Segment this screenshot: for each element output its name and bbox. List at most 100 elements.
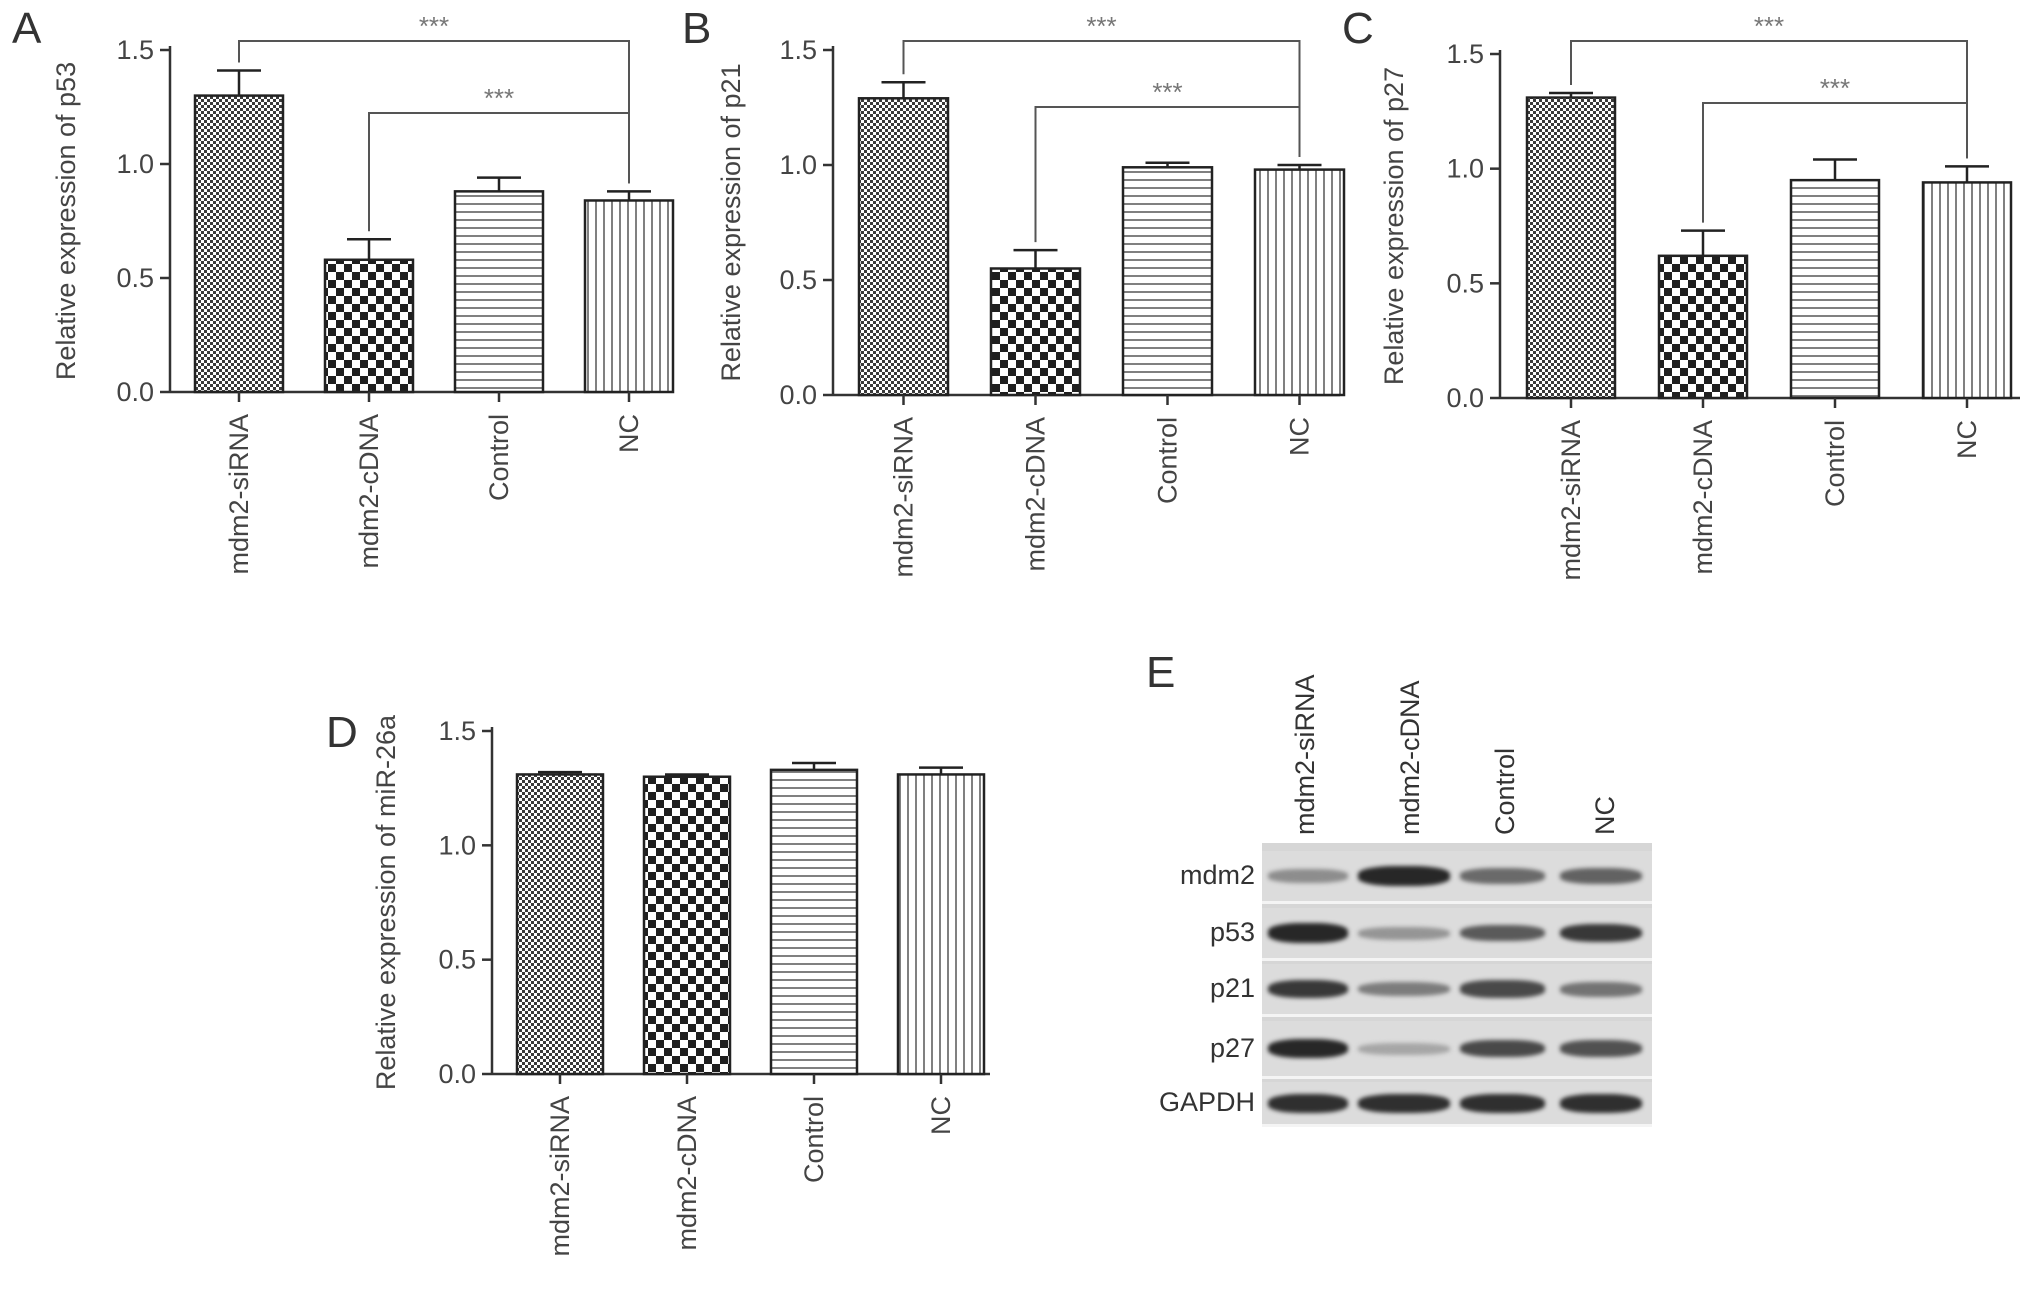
panel-letter-d: D — [326, 708, 358, 757]
blot-band — [1460, 1093, 1545, 1113]
x-tick-label: mdm2-siRNA — [545, 1096, 575, 1257]
bar-mdm2-sirna — [193, 94, 285, 394]
significance-label: *** — [419, 11, 449, 41]
blot-band — [1460, 868, 1545, 884]
bar-mdm2-cdna — [989, 267, 1082, 397]
bar-mdm2-cdna — [323, 258, 415, 394]
blot-band — [1460, 980, 1545, 998]
significance-label: *** — [1754, 11, 1784, 41]
x-tick-label: Control — [799, 1096, 829, 1183]
y-tick-label: 1.0 — [438, 830, 476, 860]
x-tick-label: NC — [1952, 420, 1982, 459]
blot-band — [1560, 923, 1642, 943]
bar-mdm2-cdna — [1657, 254, 1749, 400]
x-tick-label: mdm2-cDNA — [1021, 417, 1051, 572]
blot-lane-label: Control — [1490, 747, 1520, 835]
y-tick-label: 1.5 — [779, 35, 817, 65]
bar-control — [1121, 166, 1214, 397]
blot-row-label: GAPDH — [1158, 1087, 1255, 1117]
y-tick-label: 1.5 — [438, 716, 476, 746]
bar-nc — [896, 773, 986, 1076]
blot-band — [1268, 923, 1348, 943]
blot-band — [1560, 981, 1642, 997]
x-tick-label: mdm2-siRNA — [889, 417, 919, 578]
y-tick-label: 0.5 — [116, 263, 154, 293]
blot-row-label: mdm2 — [1179, 860, 1255, 890]
blot-row-label: p21 — [1209, 973, 1255, 1003]
significance-label: *** — [1086, 11, 1116, 41]
x-tick-label: Control — [484, 414, 514, 501]
significance-bracket — [1702, 102, 1968, 223]
y-tick-label: 0.0 — [438, 1059, 476, 1089]
y-tick-label: 1.5 — [1446, 39, 1484, 69]
blot-band — [1560, 1040, 1642, 1057]
x-tick-label: mdm2-cDNA — [672, 1096, 702, 1251]
blot-band — [1358, 1093, 1450, 1113]
significance-bracket — [1034, 106, 1301, 243]
chart-panel-d: 0.0 0.5 1.0 1.5 Relative expression of miR-2… — [371, 714, 990, 1257]
significance-bracket — [902, 40, 1301, 157]
y-tick-label: 1.0 — [116, 149, 154, 179]
blot-band — [1268, 1093, 1348, 1113]
x-tick-label: mdm2-cDNA — [354, 414, 384, 569]
y-axis-label: Relative expression of miR-26a — [371, 714, 401, 1090]
bar-control — [1789, 178, 1881, 400]
x-tick-label: NC — [926, 1096, 956, 1135]
bar-control — [453, 190, 545, 394]
blot-row-label: p27 — [1209, 1032, 1255, 1063]
bar-nc — [1253, 168, 1346, 397]
bar-mdm2-cdna — [642, 775, 732, 1076]
blot-band — [1268, 1038, 1348, 1059]
panel-letter-c: C — [1342, 4, 1374, 53]
x-tick-label: mdm2-siRNA — [224, 414, 254, 575]
blot-band — [1268, 869, 1348, 883]
significance-bracket — [1570, 40, 1968, 159]
chart-panel-a: 0.0 0.5 1.0 1.5 Relative expression of p53 md… — [51, 11, 675, 575]
panel-letter-a: A — [12, 4, 42, 53]
blot-band — [1460, 924, 1545, 942]
y-tick-label: 1.0 — [779, 150, 817, 180]
y-tick-label: 0.5 — [1446, 268, 1484, 298]
x-tick-label: Control — [1153, 417, 1183, 504]
y-tick-label: 0.5 — [779, 265, 817, 295]
blot-band — [1358, 866, 1450, 886]
y-tick-label: 1.5 — [116, 35, 154, 65]
blot-band — [1268, 979, 1348, 999]
blot-band — [1358, 926, 1450, 940]
y-tick-label: 0.5 — [438, 945, 476, 975]
bar-nc — [1921, 181, 2013, 400]
bar-mdm2-sirna — [515, 773, 605, 1076]
y-axis-label: Relative expression of p21 — [716, 63, 746, 381]
significance-bracket — [368, 112, 630, 232]
bar-mdm2-sirna — [857, 97, 950, 397]
chart-panel-b: 0.0 0.5 1.0 1.5 Relative expression of p21 md… — [716, 11, 1346, 578]
y-axis-label: Relative expression of p53 — [51, 62, 81, 380]
blot-band — [1460, 1039, 1545, 1058]
significance-label: *** — [484, 83, 514, 113]
y-tick-label: 0.0 — [116, 377, 154, 407]
chart-panel-c: 0.0 0.5 1.0 1.5 Relative expression of p27 md… — [1379, 11, 2020, 581]
western-blot-image — [1262, 843, 1652, 1127]
blot-lane-label: NC — [1590, 796, 1620, 835]
y-axis-label: Relative expression of p27 — [1379, 67, 1409, 385]
blot-lane-label: mdm2-siRNA — [1290, 674, 1320, 835]
bar-nc — [583, 199, 675, 394]
blot-band — [1560, 1093, 1642, 1113]
significance-label: *** — [1820, 73, 1850, 103]
x-tick-label: mdm2-cDNA — [1688, 420, 1718, 575]
x-tick-label: NC — [614, 414, 644, 453]
blot-lane-label: mdm2-cDNA — [1395, 680, 1425, 835]
bar-control — [769, 768, 859, 1076]
x-tick-label: mdm2-siRNA — [1556, 420, 1586, 581]
blot-band — [1358, 1042, 1450, 1055]
blot-band — [1560, 868, 1642, 884]
bar-mdm2-sirna — [1525, 96, 1617, 400]
x-tick-label: NC — [1285, 417, 1315, 456]
significance-label: *** — [1152, 77, 1182, 107]
y-tick-label: 0.0 — [1446, 383, 1484, 413]
blot-band — [1358, 981, 1450, 997]
panel-letter-b: B — [682, 4, 712, 53]
panel-letter-e: E — [1146, 648, 1176, 697]
blot-row-label: p53 — [1209, 917, 1255, 947]
